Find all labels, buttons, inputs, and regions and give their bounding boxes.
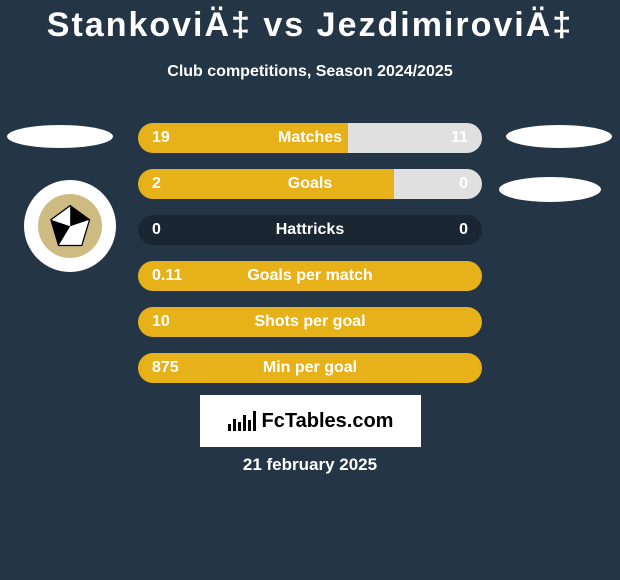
stat-row: Min per goal875 <box>138 353 482 383</box>
stat-label: Shots per goal <box>138 307 482 337</box>
brand-bars-icon <box>228 411 256 431</box>
date-label: 21 february 2025 <box>0 455 620 475</box>
brand-text: FcTables.com <box>262 410 394 433</box>
stat-value-left: 2 <box>152 169 161 199</box>
stat-value-right: 0 <box>459 215 468 245</box>
stat-label: Matches <box>138 123 482 153</box>
stat-value-left: 0.11 <box>152 261 182 291</box>
stat-row: Matches19 11 <box>138 123 482 153</box>
decorative-ellipse <box>506 125 612 148</box>
stat-row: Shots per goal10 <box>138 307 482 337</box>
stat-label: Hattricks <box>138 215 482 245</box>
stat-row: Goals2 0 <box>138 169 482 199</box>
brand-footer: FcTables.com <box>200 395 421 447</box>
decorative-ellipse <box>499 177 601 202</box>
stat-row: Goals per match0.11 <box>138 261 482 291</box>
stat-value-left: 19 <box>152 123 170 153</box>
stat-row: Hattricks0 0 <box>138 215 482 245</box>
stat-label: Min per goal <box>138 353 482 383</box>
stat-value-left: 875 <box>152 353 179 383</box>
stat-value-right: 11 <box>451 123 468 153</box>
team-badge-left <box>24 180 116 272</box>
stat-label: Goals per match <box>138 261 482 291</box>
subtitle: Club competitions, Season 2024/2025 <box>0 63 620 81</box>
stat-label: Goals <box>138 169 482 199</box>
stats-comparison: Matches1911Goals20Hattricks00Goals per m… <box>138 123 482 399</box>
stat-value-right: 0 <box>459 169 468 199</box>
page-title: StankoviÄ‡ vs JezdimiroviÄ‡ <box>0 0 620 45</box>
stat-value-left: 10 <box>152 307 170 337</box>
stat-value-left: 0 <box>152 215 161 245</box>
decorative-ellipse <box>7 125 113 148</box>
